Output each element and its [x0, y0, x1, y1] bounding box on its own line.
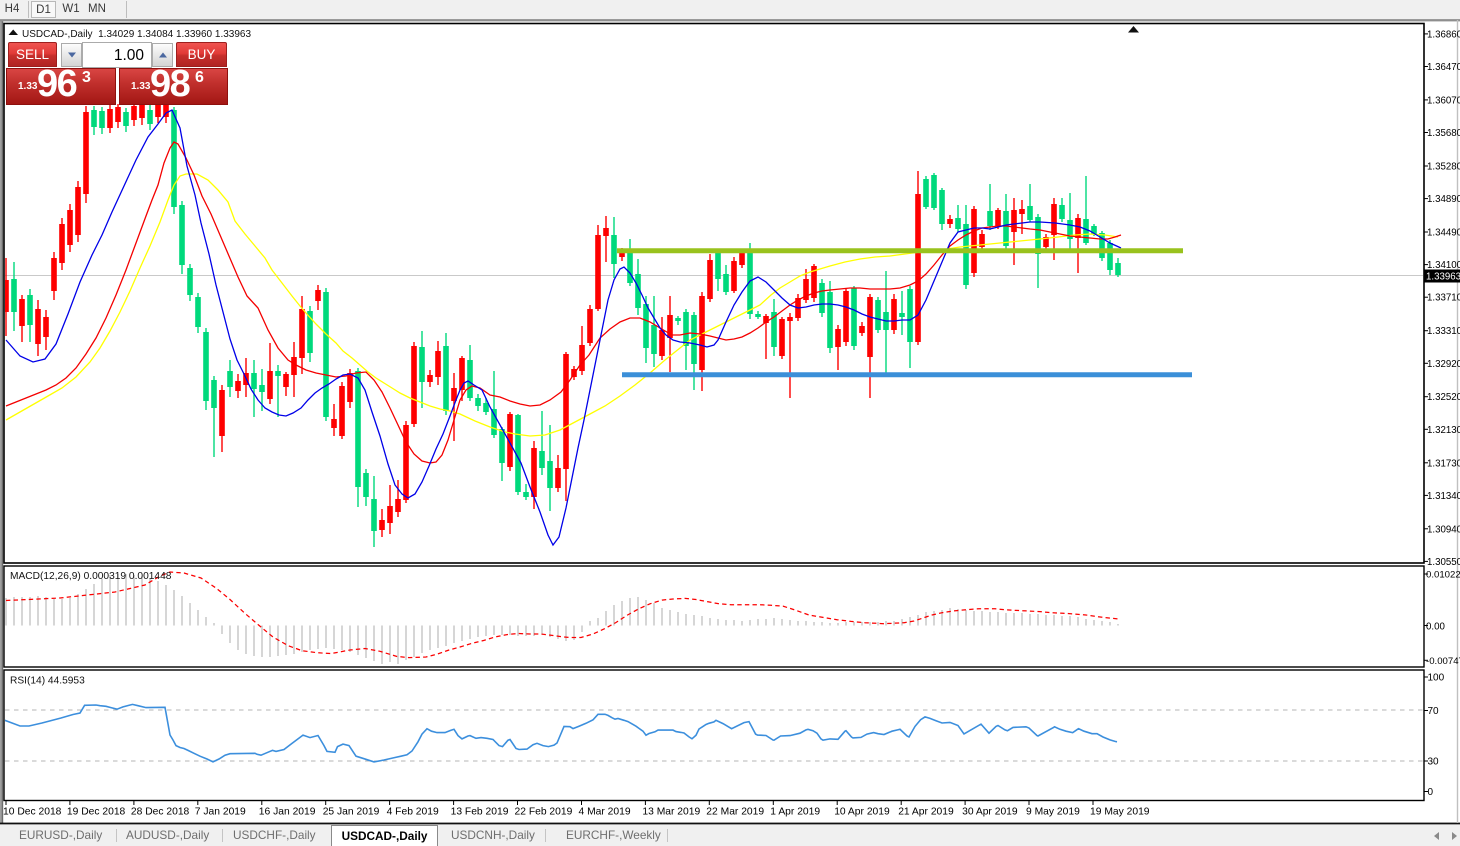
- svg-text:1.33710: 1.33710: [1427, 293, 1460, 304]
- svg-text:30 Apr 2019: 30 Apr 2019: [962, 807, 1018, 818]
- svg-text:1.32920: 1.32920: [1427, 359, 1460, 370]
- svg-text:1.34490: 1.34490: [1427, 228, 1460, 239]
- svg-text:19 Dec 2018: 19 Dec 2018: [67, 807, 126, 818]
- svg-text:16 Jan 2019: 16 Jan 2019: [259, 807, 316, 818]
- svg-text:1.35280: 1.35280: [1427, 162, 1460, 173]
- svg-text:RSI(14) 44.5953: RSI(14) 44.5953: [10, 675, 85, 686]
- svg-text:10 Apr 2019: 10 Apr 2019: [834, 807, 890, 818]
- svg-text:4 Mar 2019: 4 Mar 2019: [579, 807, 631, 818]
- svg-text:10 Dec 2018: 10 Dec 2018: [3, 807, 62, 818]
- svg-text:USDCAD-,Daily 1.34029 1.34084: USDCAD-,Daily 1.34029 1.34084 1.33960 1.…: [22, 29, 251, 40]
- svg-text:1.31730: 1.31730: [1427, 458, 1460, 469]
- svg-text:70: 70: [1428, 706, 1440, 717]
- svg-text:100: 100: [1428, 673, 1445, 684]
- svg-text:1.32520: 1.32520: [1427, 392, 1460, 403]
- svg-text:0.010229: 0.010229: [1426, 569, 1460, 580]
- svg-text:28 Dec 2018: 28 Dec 2018: [131, 807, 190, 818]
- svg-text:25 Jan 2019: 25 Jan 2019: [323, 807, 380, 818]
- svg-text:MACD(12,26,9) 0.000319 0.00144: MACD(12,26,9) 0.000319 0.001448: [10, 571, 172, 582]
- svg-text:1.30940: 1.30940: [1427, 524, 1460, 535]
- svg-text:-0.00747: -0.00747: [1426, 656, 1460, 667]
- svg-text:21 Apr 2019: 21 Apr 2019: [898, 807, 954, 818]
- svg-text:1.34890: 1.34890: [1427, 194, 1460, 205]
- svg-text:22 Mar 2019: 22 Mar 2019: [706, 807, 764, 818]
- svg-text:1 Apr 2019: 1 Apr 2019: [770, 807, 820, 818]
- svg-text:13 Mar 2019: 13 Mar 2019: [642, 807, 700, 818]
- svg-text:30: 30: [1428, 757, 1440, 768]
- svg-text:1.34100: 1.34100: [1427, 260, 1460, 271]
- svg-text:0: 0: [1428, 787, 1434, 798]
- svg-text:4 Feb 2019: 4 Feb 2019: [387, 807, 439, 818]
- svg-text:1.30550: 1.30550: [1427, 557, 1460, 568]
- svg-text:1.33963: 1.33963: [1426, 271, 1460, 282]
- svg-text:1.35680: 1.35680: [1427, 128, 1460, 139]
- svg-text:7 Jan 2019: 7 Jan 2019: [195, 807, 246, 818]
- svg-text:22 Feb 2019: 22 Feb 2019: [515, 807, 573, 818]
- svg-text:1.31340: 1.31340: [1427, 491, 1460, 502]
- svg-text:9 May 2019: 9 May 2019: [1026, 807, 1080, 818]
- svg-text:1.33310: 1.33310: [1427, 326, 1460, 337]
- svg-text:1.36070: 1.36070: [1427, 95, 1460, 106]
- svg-text:0.00: 0.00: [1426, 621, 1445, 632]
- svg-text:1.36470: 1.36470: [1427, 62, 1460, 73]
- svg-text:1.36860: 1.36860: [1427, 29, 1460, 40]
- svg-text:19 May 2019: 19 May 2019: [1090, 807, 1150, 818]
- svg-text:1.32130: 1.32130: [1427, 425, 1460, 436]
- svg-text:13 Feb 2019: 13 Feb 2019: [451, 807, 509, 818]
